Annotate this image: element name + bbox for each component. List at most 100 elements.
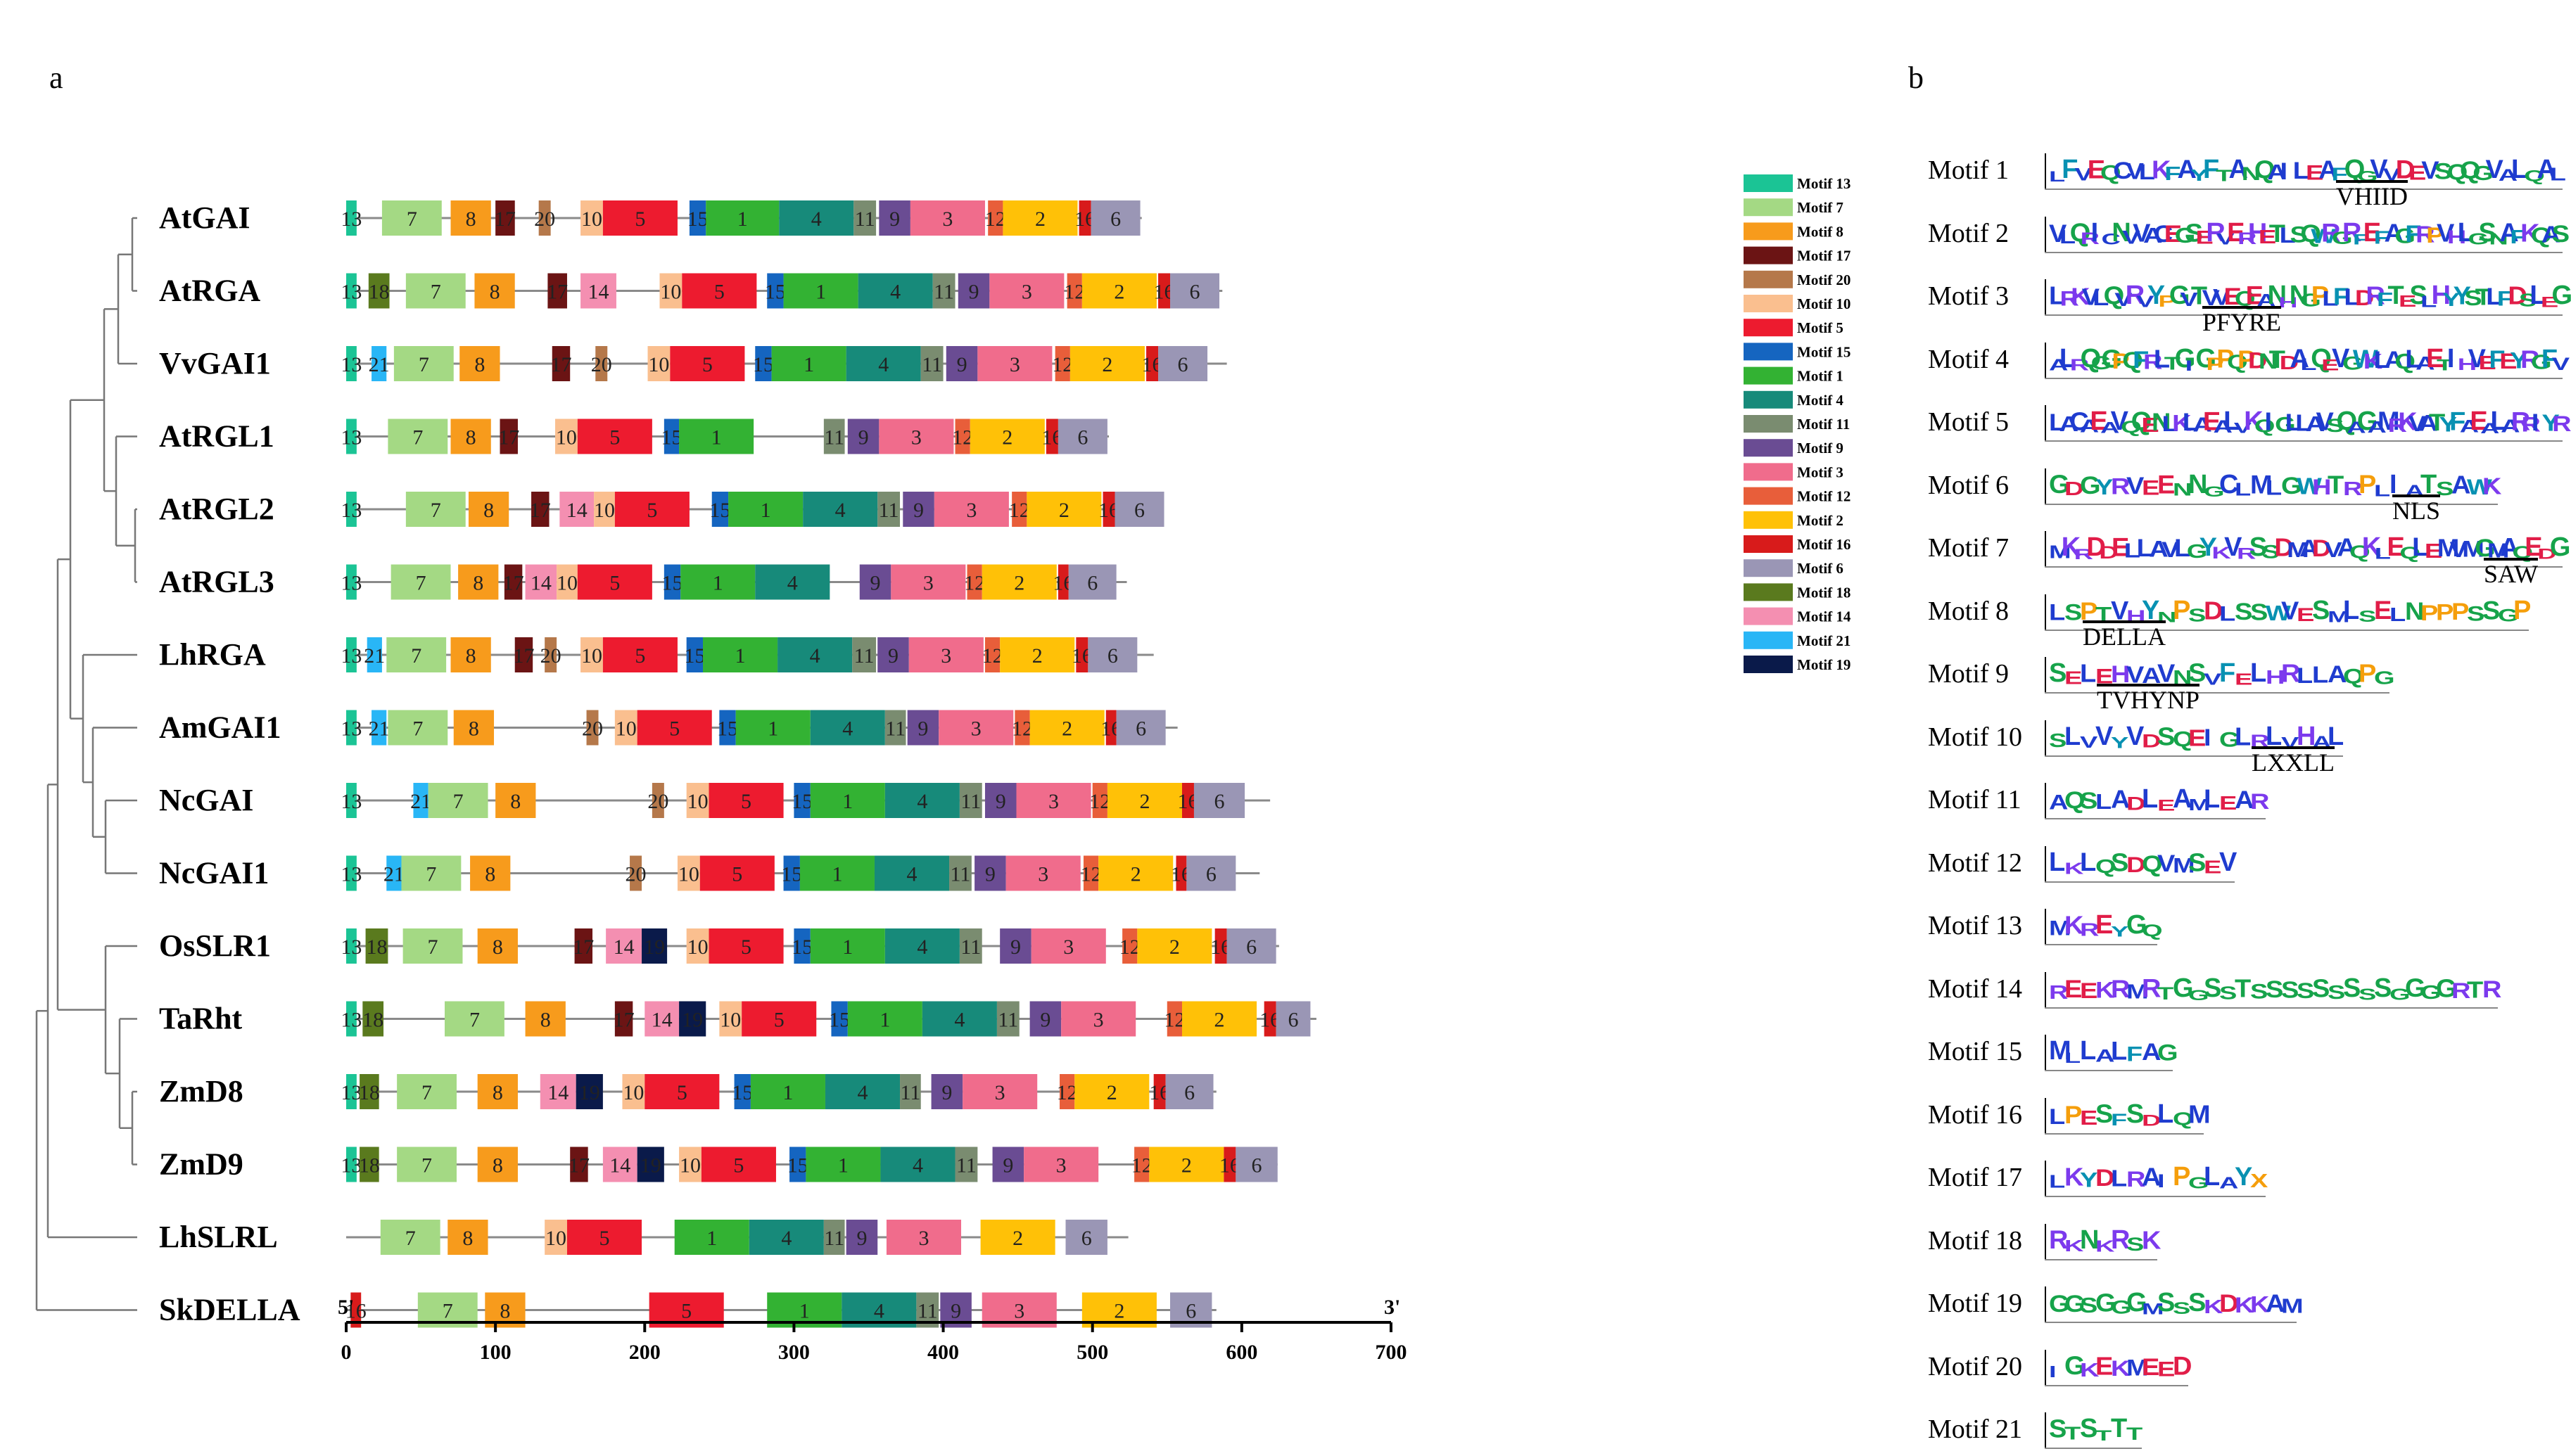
motif-box-10 — [580, 637, 603, 672]
protein-name: ZmD9 — [159, 1147, 243, 1182]
motif-box-16 — [1046, 419, 1058, 454]
motif-number: 9 — [951, 1300, 961, 1323]
motif-logo-name: Motif 11 — [1928, 785, 2021, 815]
motif-number: 5 — [714, 281, 725, 304]
protein-row-lhslrl: LhSLRL 7 8 10 5 1 4 11 9 3 2 6 — [159, 1220, 1129, 1255]
motif-number: 4 — [787, 572, 798, 595]
motif-number: 8 — [466, 426, 476, 449]
motif-number: 7 — [411, 644, 421, 668]
motif-box-8 — [477, 928, 518, 964]
domain-annotation: SAW — [2484, 557, 2539, 587]
motif-number: 10 — [616, 717, 637, 741]
legend-label: Motif 13 — [1797, 175, 1851, 192]
motif-box-9 — [946, 346, 978, 381]
protein-row-atrgl1: AtRGL1 13 7 8 17 10 5 15 1 11 9 3 12 2 16 6 — [159, 419, 1110, 454]
motif-box-9 — [907, 710, 939, 746]
protein-name: AtRGL3 — [159, 565, 274, 599]
motif-number: 15 — [765, 281, 786, 304]
motif-number: 1 — [842, 935, 853, 959]
motif-box-6 — [1165, 1074, 1214, 1109]
protein-name: AtGAI — [159, 200, 250, 235]
motif-number: 2 — [1014, 572, 1024, 595]
motif-box-13 — [346, 564, 357, 600]
legend-label: Motif 3 — [1797, 464, 1843, 480]
motif-box-10 — [686, 783, 709, 818]
motif-box-9 — [846, 1220, 878, 1255]
motif-number: 14 — [566, 499, 588, 522]
motif-number: 2 — [1032, 644, 1043, 668]
motif-box-11 — [920, 346, 944, 381]
motif-box-2 — [1149, 1147, 1224, 1182]
legend-label: Motif 10 — [1797, 295, 1851, 312]
legend-swatch-4 — [1744, 390, 1793, 409]
legend-swatch-12 — [1744, 487, 1793, 505]
motif-box-2 — [1069, 346, 1145, 381]
motif-number: 17 — [530, 499, 551, 522]
motif-number: 18 — [366, 935, 387, 959]
motif-box-4 — [884, 783, 960, 818]
protein-name: ZmD8 — [159, 1074, 243, 1109]
motif-number: 12 — [1064, 281, 1085, 304]
motif-box-9 — [975, 855, 1006, 891]
motif-number: 20 — [591, 353, 612, 376]
motif-number: 11 — [824, 426, 844, 449]
motif-box-6 — [1068, 564, 1117, 600]
motif-number: 3 — [1038, 863, 1048, 886]
motif-number: 3 — [942, 207, 953, 231]
motif-box-1 — [799, 855, 875, 891]
motif-number: 4 — [890, 281, 901, 304]
motif-box-16 — [1058, 564, 1069, 600]
motif-box-12 — [1092, 783, 1107, 818]
motif-box-4 — [880, 1147, 956, 1182]
motif-number: 7 — [412, 717, 423, 741]
motif-number: 5 — [702, 353, 713, 376]
motif-box-15 — [664, 564, 681, 600]
motif-logo-name: Motif 7 — [1928, 533, 2010, 563]
position-axis: 5' 3' 0 100 200 300 400 500 600 700 — [338, 1296, 1407, 1364]
motif-number: 6 — [1288, 1009, 1299, 1032]
motif-box-14 — [540, 1074, 576, 1109]
motif-logo-name: Motif 6 — [1928, 470, 2010, 500]
protein-name: AmGAI1 — [159, 710, 281, 745]
motif-box-3 — [1061, 1001, 1136, 1037]
motif-box-20 — [652, 783, 664, 818]
motif-box-2 — [1181, 1001, 1257, 1037]
motif-number: 4 — [878, 353, 889, 376]
motif-box-19 — [576, 1074, 603, 1109]
legend-label: Motif 18 — [1797, 584, 1851, 601]
motif-box-10 — [545, 1220, 567, 1255]
motif-box-13 — [346, 928, 357, 964]
motif-number: 4 — [917, 790, 927, 813]
domain-annotation: VHIID — [2336, 179, 2408, 210]
motif-number: 13 — [341, 790, 362, 813]
protein-row-atrga: AtRGA 13 18 7 8 17 14 10 5 15 1 4 11 9 3 12 2 16 6 — [159, 273, 1223, 309]
motif-number: 3 — [923, 572, 934, 595]
sequence-logo: VLQRI CNVVACEGSERVERHETLSQWRGRFEFAGFRPVHL… — [2045, 216, 2570, 253]
motif-box-12 — [1083, 855, 1099, 891]
protein-name: TaRht — [159, 1002, 243, 1036]
protein-row-amgai1: AmGAI1 13 21 7 8 20 10 5 15 1 4 11 9 3 12 2 16 6 — [159, 710, 1178, 746]
motif-box-17 — [531, 492, 550, 527]
motif-number: 14 — [547, 1081, 569, 1104]
motif-number: 6 — [1186, 1300, 1196, 1323]
motif-box-6 — [1116, 710, 1166, 746]
motif-number: 3 — [971, 717, 982, 741]
axis-tick-label: 400 — [927, 1341, 959, 1364]
protein-row-atrgl3: AtRGL3 13 7 8 17 14 10 5 15 1 4 9 3 12 2 16 6 — [159, 564, 1127, 600]
motif-number: 13 — [341, 1009, 362, 1032]
motif-number: 5 — [635, 644, 645, 668]
motif-number: 5 — [732, 863, 742, 886]
motif-number: 20 — [540, 644, 561, 668]
motif-box-17 — [570, 1147, 588, 1182]
motif-box-11 — [955, 1147, 978, 1182]
motif-box-5 — [637, 710, 712, 746]
axis-end-label: 3' — [1384, 1296, 1400, 1319]
motif-box-6 — [1170, 273, 1220, 309]
motif-box-19 — [637, 1147, 664, 1182]
motif-number: 7 — [426, 863, 436, 886]
motif-number: 6 — [1110, 207, 1121, 231]
motif-number: 3 — [966, 499, 977, 522]
motif-box-13 — [346, 273, 357, 309]
motif-box-12 — [1167, 1001, 1182, 1037]
motif-number: 8 — [474, 353, 485, 376]
